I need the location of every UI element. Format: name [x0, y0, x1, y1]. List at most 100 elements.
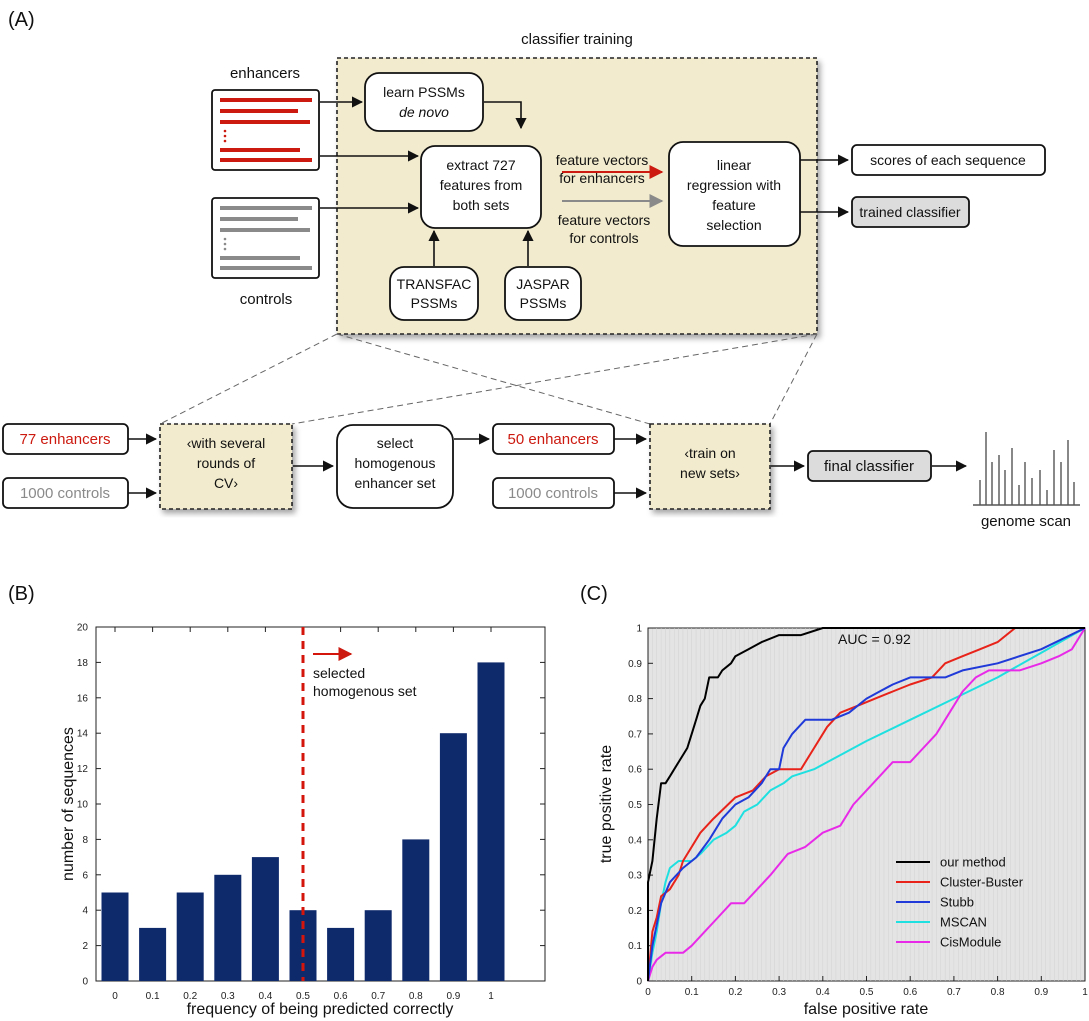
linear-regression-box [668, 141, 801, 247]
transfac-line1: TRANSFAC [397, 276, 472, 292]
chart-b-xlabel: frequency of being predicted correctly [187, 1001, 454, 1018]
y-tick-label: 20 [77, 623, 89, 634]
select-box [336, 424, 454, 509]
jaspar-box [504, 266, 582, 321]
legend-label: CisModule [940, 935, 1001, 950]
bar [327, 927, 355, 981]
y-tick-label: 0.2 [628, 906, 642, 917]
fv-ctrl-line2: for controls [569, 230, 638, 246]
y-tick-label: 6 [82, 870, 88, 881]
x-tick-label: 0.4 [816, 987, 830, 998]
enhancers-label: enhancers [230, 65, 300, 82]
y-tick-label: 14 [77, 729, 89, 740]
extract-line2: features from [440, 177, 522, 193]
fv-enh-line2: for enhancers [559, 170, 645, 186]
extract-line1: extract 727 [446, 157, 515, 173]
trainnew-line2: new sets› [680, 465, 740, 481]
x-tick-label: 0.3 [772, 987, 786, 998]
bar [439, 733, 467, 981]
x-tick-label: 0.2 [183, 991, 197, 1002]
bar [251, 857, 279, 981]
series-line-cluster-buster [647, 627, 1085, 982]
series-line-stubb [647, 627, 1086, 982]
select-line1: select [377, 435, 414, 451]
bar [101, 892, 129, 981]
ctrl1000b-text: 1000 controls [508, 485, 598, 502]
y-tick-label: 2 [82, 941, 88, 952]
annotation-line1: selected [313, 665, 365, 681]
panel-a: (A) classifier training enhancers [2, 9, 1080, 530]
enhancers-document [211, 89, 320, 171]
lin-line3: feature [712, 197, 756, 213]
series-line-mscan [647, 627, 1086, 982]
learn-pssms-line2: de novo [399, 104, 449, 120]
y-tick-label: 0.8 [628, 694, 642, 705]
controls-document [211, 197, 320, 279]
training-title: classifier training [521, 31, 633, 48]
x-tick-label: 0.8 [409, 991, 423, 1002]
cv-line3: CV› [214, 475, 238, 491]
extract-line3: both sets [453, 197, 510, 213]
chart-c-series [647, 627, 1086, 982]
training-arrows [320, 96, 850, 266]
x-tick-label: 0.1 [146, 991, 160, 1002]
chart-c-xlabel: false positive rate [804, 1001, 929, 1018]
jaspar-line2: PSSMs [520, 295, 567, 311]
scores-box [851, 144, 1046, 176]
fv-ctrl-line1: feature vectors [558, 212, 651, 228]
train-new-box [649, 423, 771, 510]
legend-label: MSCAN [940, 915, 987, 930]
chart-b-bars [101, 662, 505, 981]
legend-label: Cluster-Buster [940, 875, 1024, 890]
extract-features-box [420, 145, 542, 229]
cv-line1: ‹with several [187, 435, 266, 451]
y-tick-label: 0 [82, 977, 88, 988]
trainnew-line1: ‹train on [684, 445, 735, 461]
x-tick-label: 0 [645, 987, 651, 998]
lin-line1: linear [717, 157, 752, 173]
lin-line2: regression with [687, 177, 781, 193]
y-tick-label: 1 [636, 624, 642, 635]
cv-line2: rounds of [197, 455, 255, 471]
chart-c-legend: our method Cluster-Buster Stubb MSCAN CisMod… [896, 855, 1024, 950]
x-tick-label: 0.3 [221, 991, 235, 1002]
legend-label: Stubb [940, 895, 974, 910]
legend-label: our method [940, 855, 1006, 870]
y-tick-label: 0.5 [628, 800, 642, 811]
x-tick-label: 0.7 [371, 991, 385, 1002]
x-tick-label: 0.4 [258, 991, 272, 1002]
y-tick-label: 0.7 [628, 729, 642, 740]
y-tick-label: 0.6 [628, 765, 642, 776]
x-tick-label: 0.9 [1034, 987, 1048, 998]
chart-c-ticks: 00 0.1 0.1 0.2 0.2 0.3 0.3 0.4 0.4 0.5 0.5 0.6 0.6 0.… [628, 624, 1088, 999]
y-tick-label: 0.4 [628, 835, 642, 846]
controls-label: controls [240, 291, 293, 308]
x-tick-label: 1 [1082, 987, 1088, 998]
series-line-cismodule [647, 627, 1086, 982]
chart-b-ylabel: number of sequences [60, 727, 77, 881]
bar [364, 910, 392, 981]
y-tick-label: 0.3 [628, 871, 642, 882]
jaspar-line1: JASPAR [516, 276, 569, 292]
fv-enh-line1: feature vectors [556, 152, 649, 168]
auc-annotation: AUC = 0.92 [838, 631, 911, 647]
x-tick-label: 0.7 [947, 987, 961, 998]
bar [139, 927, 167, 981]
scores-text: scores of each sequence [870, 152, 1026, 168]
y-tick-label: 0 [636, 977, 642, 988]
x-tick-label: 1 [488, 991, 494, 1002]
x-tick-label: 0.9 [446, 991, 460, 1002]
bar [214, 874, 242, 981]
panel-c: (C) 000.10.10.20.20.30.30.40.40.50.50.60… [580, 583, 1088, 1018]
bar [176, 892, 204, 981]
panel-a-label: (A) [8, 9, 35, 31]
chart-b-frame [95, 626, 546, 982]
y-tick-label: 8 [82, 835, 88, 846]
cv-box [159, 423, 293, 510]
x-tick-label: 0.6 [903, 987, 917, 998]
final-classifier-box [807, 450, 932, 482]
learn-pssms-line1: learn PSSMs [383, 84, 465, 100]
y-tick-label: 16 [77, 693, 89, 704]
x-tick-label: 0.2 [728, 987, 742, 998]
y-tick-label: 10 [77, 800, 89, 811]
